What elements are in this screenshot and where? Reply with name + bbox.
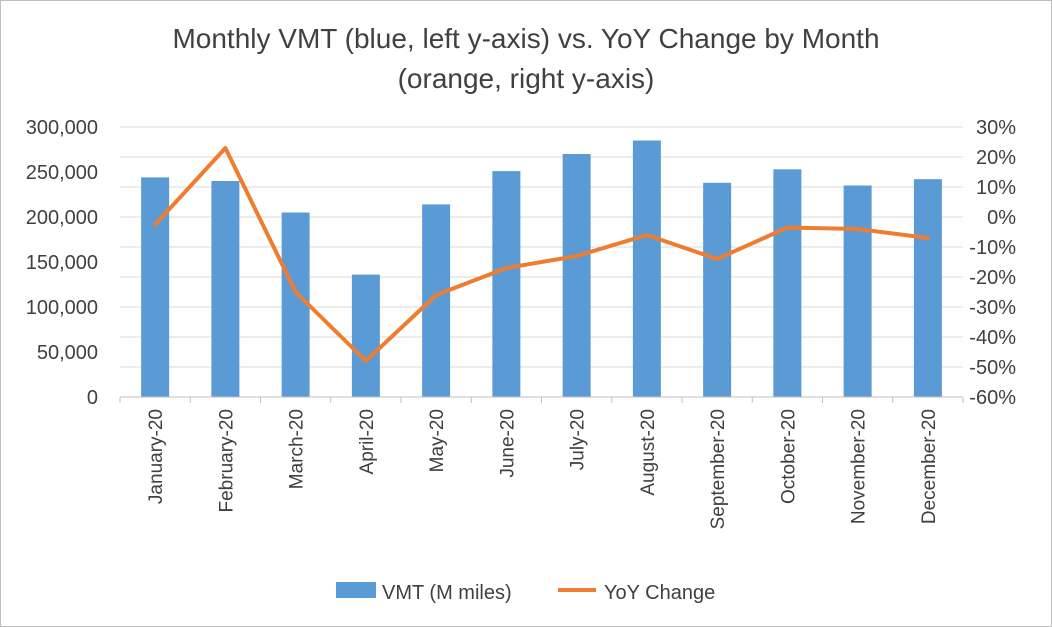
category-label: July-20 (568, 409, 589, 470)
category-labels: January-20 February-20 March-20 April-20 May… (146, 409, 940, 529)
legend: VMT (M miles) YoY Change (336, 582, 715, 604)
left-tick-label: 50,000 (37, 342, 98, 364)
vmt-bar (281, 212, 310, 397)
category-label: February-20 (216, 409, 237, 513)
vmt-bar (422, 204, 451, 397)
right-tick-label: -60% (969, 387, 1016, 409)
vmt-bar (632, 140, 661, 397)
gridlines (120, 126, 963, 368)
category-label: November-20 (849, 409, 870, 524)
right-tick-label: -10% (969, 237, 1016, 259)
left-tick-label: 300,000 (26, 117, 98, 139)
category-label: May-20 (427, 409, 448, 472)
right-tick-label: 0% (987, 207, 1016, 229)
vmt-bar (351, 274, 380, 397)
right-axis-ticks: -60% -50% -40% -30% -20% -10% 0% 10% 20% 30% (969, 117, 1016, 409)
vmt-bar (562, 154, 591, 397)
vmt-bar (913, 179, 942, 397)
axes (119, 396, 964, 403)
yoy-line-path (153, 146, 930, 363)
left-axis-ticks: 0 50,000 100,000 150,000 200,000 250,000 300,0… (26, 117, 98, 409)
legend-swatch-vmt (336, 582, 376, 598)
category-label: December-20 (919, 409, 940, 524)
right-tick-label: -40% (969, 327, 1016, 349)
vmt-bar (141, 177, 170, 397)
left-tick-label: 0 (87, 387, 98, 409)
category-label: January-20 (146, 409, 167, 504)
vmt-bar (843, 185, 872, 397)
category-label: March-20 (287, 409, 308, 489)
chart-title-line-1: Monthly VMT (blue, left y-axis) vs. YoY … (172, 23, 879, 54)
left-tick-label: 200,000 (26, 207, 98, 229)
category-label: October-20 (778, 409, 799, 504)
yoy-line (153, 146, 930, 363)
right-tick-label: 10% (976, 177, 1016, 199)
vmt-bars (141, 140, 942, 397)
vmt-bar (773, 169, 802, 397)
right-tick-label: 20% (976, 147, 1016, 169)
legend-label-yoy: YoY Change (604, 582, 715, 604)
vmt-bar (703, 182, 732, 397)
chart-title-line-2: (orange, right y-axis) (398, 63, 655, 94)
left-tick-label: 150,000 (26, 252, 98, 274)
category-label: August-20 (638, 409, 659, 496)
category-label: September-20 (708, 409, 729, 529)
left-tick-label: 250,000 (26, 162, 98, 184)
category-label: June-20 (497, 409, 518, 478)
right-tick-label: 30% (976, 117, 1016, 139)
vmt-bar (492, 171, 521, 397)
right-tick-label: -50% (969, 357, 1016, 379)
right-tick-label: -20% (969, 267, 1016, 289)
legend-label-vmt: VMT (M miles) (382, 582, 512, 604)
right-tick-label: -30% (969, 297, 1016, 319)
category-label: April-20 (357, 409, 378, 474)
vmt-bar (211, 181, 240, 397)
left-tick-label: 100,000 (26, 297, 98, 319)
